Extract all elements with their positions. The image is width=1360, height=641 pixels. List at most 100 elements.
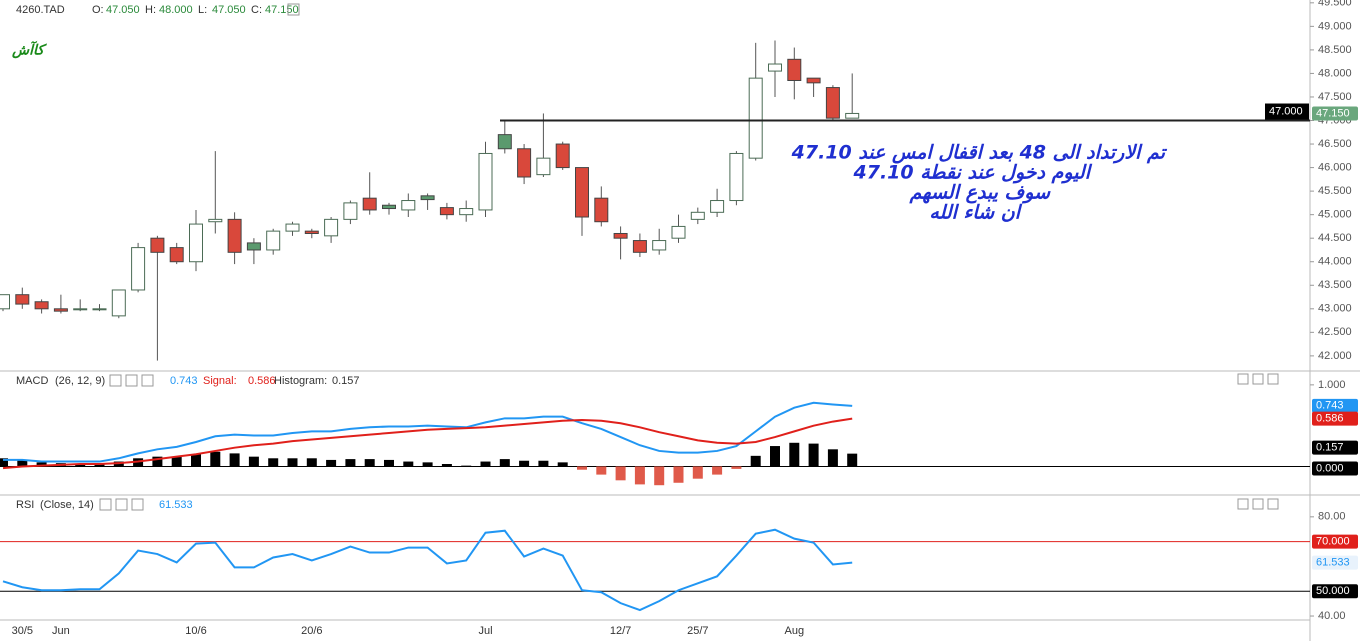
histogram-bar <box>808 443 819 467</box>
indicator-params: (Close, 14) <box>40 499 94 511</box>
candle-body <box>768 63 782 72</box>
candle-body <box>304 230 319 234</box>
candle-body <box>497 134 512 150</box>
histogram-bar <box>673 466 684 483</box>
histogram-bar <box>229 453 240 467</box>
logo: كاآش <box>11 41 47 59</box>
x-tick-label: 20/6 <box>301 625 322 637</box>
histogram-bar <box>17 459 28 467</box>
pane-button[interactable] <box>1237 373 1249 385</box>
x-tick-label: 12/7 <box>610 625 631 637</box>
indicator-line <box>2 417 853 470</box>
candle-body <box>710 200 725 213</box>
price-tag <box>1312 440 1358 455</box>
candle-body <box>690 211 705 220</box>
pane-button[interactable] <box>1237 498 1249 510</box>
y-tick-label: 46.500 <box>1318 138 1352 150</box>
histogram-bar <box>268 458 279 467</box>
histogram-bar <box>827 449 838 467</box>
candle-body <box>536 157 551 176</box>
candle-body <box>787 58 802 81</box>
candle-body <box>131 247 146 291</box>
price-tag <box>1312 534 1358 549</box>
y-tick-label: 49.500 <box>1318 0 1352 9</box>
x-tick-label: 10/6 <box>185 625 206 637</box>
annotation: اليوم دخول عند نقطة 47.10 <box>853 162 1093 184</box>
price-tag-label: 0.000 <box>1316 462 1344 474</box>
histogram-bar <box>0 458 8 467</box>
histogram-bar <box>634 466 645 485</box>
x-tick-label: 25/7 <box>687 625 708 637</box>
candle-body <box>285 223 300 232</box>
y-tick-label: 47.500 <box>1318 91 1352 103</box>
ohlc-key: H: <box>145 4 156 16</box>
pane-button[interactable] <box>1267 373 1279 385</box>
candle-body <box>517 148 532 178</box>
histogram-bar <box>461 465 472 467</box>
candle-body <box>845 112 860 119</box>
ohlc-key: L: <box>198 4 207 16</box>
pane-button[interactable] <box>1252 373 1264 385</box>
pane-button[interactable] <box>1252 498 1264 510</box>
ohlc-value: 47.050 <box>106 4 140 16</box>
level-tag-label: 47.000 <box>1269 105 1303 117</box>
y-tick-label: 43.500 <box>1318 279 1352 291</box>
histogram-bar <box>248 456 259 467</box>
histogram-bar <box>152 456 163 467</box>
candle-body <box>266 230 281 251</box>
indicator-button[interactable] <box>131 498 144 511</box>
histogram-bar <box>499 459 510 467</box>
x-tick-label: Aug <box>785 625 805 637</box>
price-tag <box>1312 106 1358 121</box>
candle-body <box>613 232 628 239</box>
candle-body <box>806 77 821 84</box>
macd-value: 0.743 <box>170 375 198 387</box>
histogram-bar <box>692 466 703 479</box>
histogram-bar <box>577 466 587 470</box>
histogram-bar <box>750 455 761 467</box>
candle-body <box>671 225 686 239</box>
histogram-bar <box>287 458 298 467</box>
indicator-button[interactable] <box>141 374 154 387</box>
y-tick-label: 40.00 <box>1318 610 1346 622</box>
y-tick-label: 46.000 <box>1318 161 1352 173</box>
candle-body <box>594 197 609 223</box>
candle-body <box>401 200 416 211</box>
histogram-bar <box>847 453 858 467</box>
histogram-bar <box>75 464 86 467</box>
collapse-button[interactable] <box>287 3 300 16</box>
price-tag <box>1312 411 1358 426</box>
candle-body <box>362 197 377 211</box>
indicator-button[interactable] <box>115 498 128 511</box>
histogram-key: Histogram: <box>274 375 327 387</box>
indicator-button[interactable] <box>109 374 122 387</box>
candle-body <box>478 152 493 211</box>
candle-body <box>652 240 667 251</box>
histogram-bar <box>403 461 414 467</box>
annotation: سوف يبدع السهم <box>909 182 1051 204</box>
histogram-bar <box>441 464 452 467</box>
candle-body <box>15 294 30 305</box>
indicator-name: MACD <box>16 375 48 387</box>
histogram-bar <box>364 459 375 467</box>
indicator-button[interactable] <box>125 374 138 387</box>
ohlc-value: 47.150 <box>265 4 299 16</box>
pane-button[interactable] <box>1267 498 1279 510</box>
ohlc-value: 47.050 <box>212 4 246 16</box>
candle-body <box>420 195 435 201</box>
price-tag-label: 0.743 <box>1316 400 1344 412</box>
histogram-bar <box>480 461 491 467</box>
candle-body <box>382 204 396 210</box>
candle-body <box>555 143 570 169</box>
y-tick-label: 49.000 <box>1318 20 1352 32</box>
candle-body <box>150 237 165 253</box>
histogram-bar <box>615 466 626 481</box>
histogram-bar <box>384 459 394 467</box>
indicator-button[interactable] <box>99 498 112 511</box>
x-tick-label: Jun <box>52 625 70 637</box>
candle-body <box>111 289 126 317</box>
histogram-bar <box>557 462 568 467</box>
histogram-bar <box>36 462 47 467</box>
